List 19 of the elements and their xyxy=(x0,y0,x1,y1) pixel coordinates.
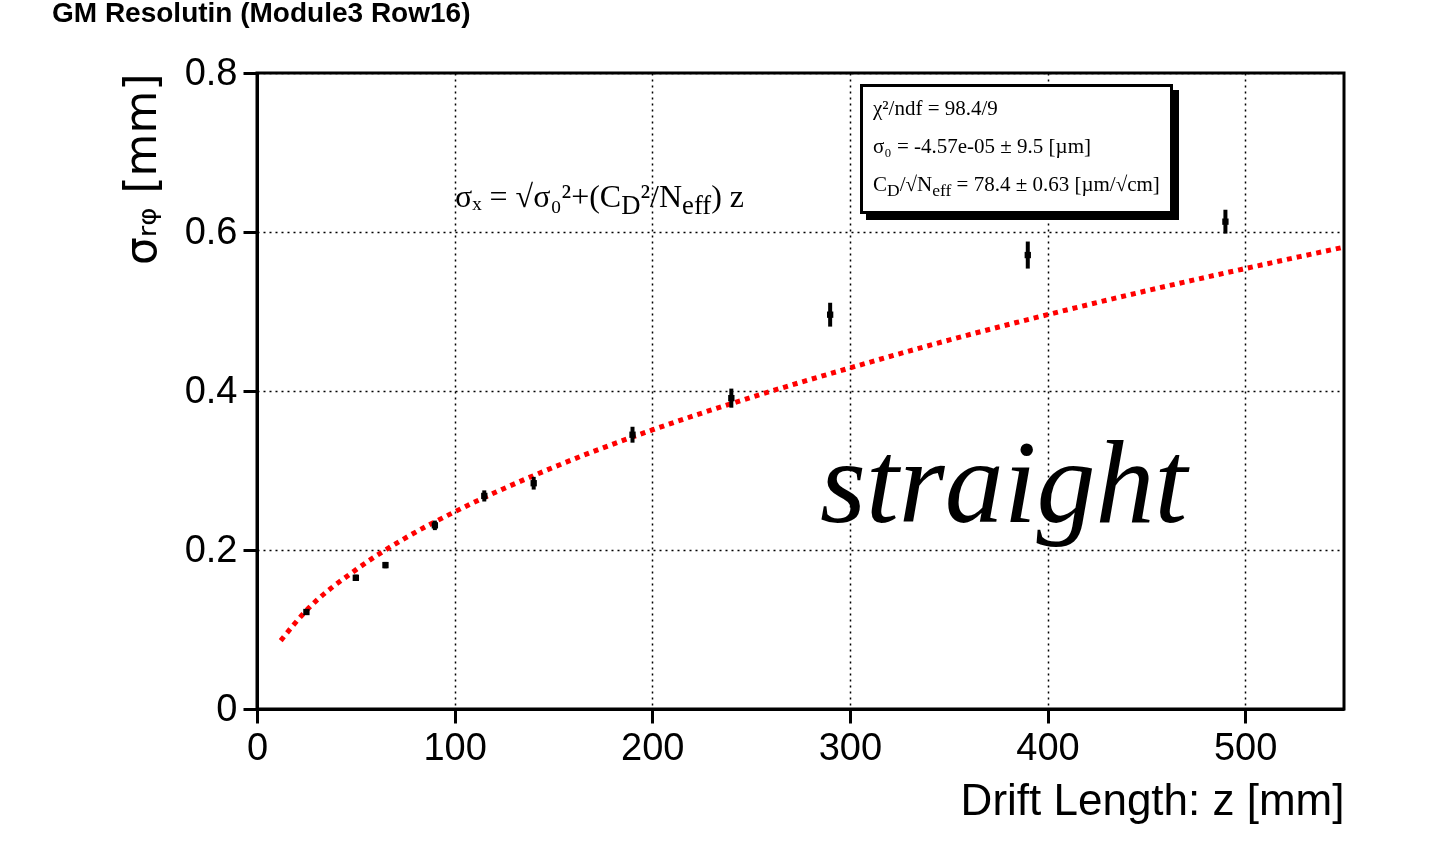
y-tick-label: 0 xyxy=(216,686,238,729)
x-tick-label: 100 xyxy=(423,725,487,768)
x-axis-title: Drift Length: z [mm] xyxy=(960,774,1345,824)
chart-title: GM Resolutin (Module3 Row16) xyxy=(52,0,471,28)
annotation: σ₀ = -4.57e-05 ± 9.5 [µm] xyxy=(873,133,1092,160)
x-tick-label: 0 xyxy=(246,725,269,768)
x-tick-label: 200 xyxy=(621,725,685,768)
y-tick-label: 0.8 xyxy=(184,50,238,93)
annotation: σₓ = √σ₀²+(C$_{D}$²/N$_{eff}$) z xyxy=(455,178,745,222)
y-tick-label: 0.2 xyxy=(184,527,238,570)
x-tick-label: 500 xyxy=(1213,725,1278,768)
annotation: χ²/ndf = 98.4/9 xyxy=(873,95,999,122)
y-tick-label: 0.4 xyxy=(184,368,238,411)
x-tick-label: 300 xyxy=(818,725,883,768)
annotation: C$_{D}$/√N$_{eff}$ = 78.4 ± 0.63 [µm/√cm] xyxy=(873,171,1160,203)
y-axis-title: σᵣᵩ [mm] xyxy=(114,73,166,266)
x-tick-label: 400 xyxy=(1016,725,1080,768)
annotation: straight xyxy=(820,416,1188,550)
y-tick-label: 0.6 xyxy=(184,209,238,252)
